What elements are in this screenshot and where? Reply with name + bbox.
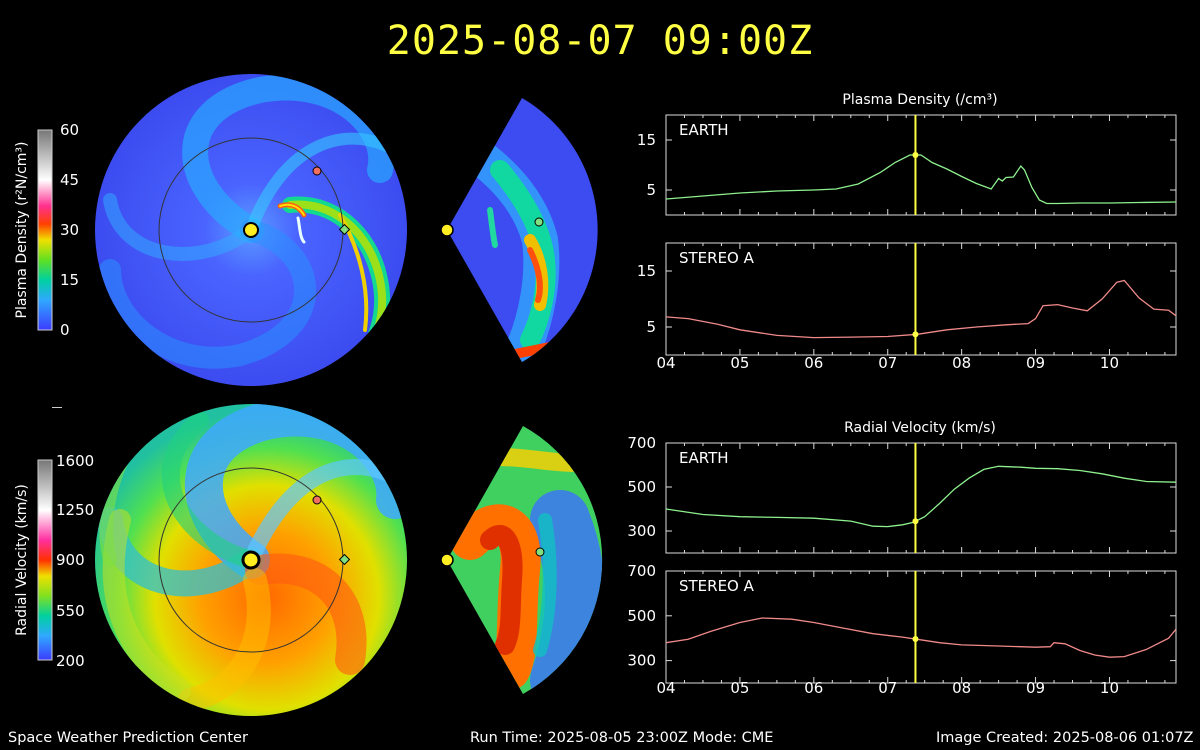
- panel-label: EARTH: [679, 121, 729, 139]
- colorbar-tick: 45: [60, 171, 79, 189]
- velocity-colorbar-label: Radial Velocity (km/s): [14, 484, 30, 636]
- chart-title: Radial Velocity (km/s): [844, 420, 996, 436]
- colorbar-tick: 1600: [56, 452, 94, 470]
- current-time-marker: [912, 518, 919, 525]
- panel-frame: [665, 570, 1177, 684]
- y-tick-label: 5: [646, 318, 656, 336]
- panel-frame: [665, 442, 1177, 554]
- series-line-earth: [665, 465, 1177, 528]
- current-time-marker: [912, 636, 919, 643]
- colorbar-tick: 550: [56, 602, 85, 620]
- y-tick-label: 5: [646, 181, 656, 199]
- x-axis-ticks: 04 05 06 07 08 09 10: [656, 354, 1119, 372]
- x-tick-label: 10: [1100, 354, 1119, 372]
- panel-frame: [665, 242, 1177, 356]
- density-timeseries-chart: Plasma Density (/cm³) 5 15 EARTH 5 15 STEREO…: [637, 92, 1177, 372]
- current-time-marker: [912, 331, 919, 338]
- colorbar-tick: 15: [60, 271, 79, 289]
- forecast-timestamp-title: 2025-08-07 09:00Z: [386, 18, 814, 64]
- x-axis-ticks: 04 05 06 07 08 09 10: [656, 679, 1119, 697]
- series-line-stereo-a: [665, 617, 1177, 658]
- y-tick-label: 15: [637, 131, 656, 149]
- sun-marker: [241, 550, 261, 570]
- footer-image-created: Image Created: 2025-08-06 01:07Z: [936, 730, 1194, 746]
- velocity-colorbar-ticks: 1600 1250 900 550 200: [56, 452, 94, 670]
- footer-organization: Space Weather Prediction Center: [8, 730, 248, 746]
- chart-panel-earth: 5 15 EARTH: [637, 114, 1177, 216]
- panel-label: STEREO A: [679, 249, 755, 267]
- velocity-ecliptic-map: [95, 404, 407, 716]
- colorbar-tick: 0: [60, 321, 70, 339]
- y-tick-label: 700: [627, 562, 656, 580]
- velocity-timeseries-chart: Radial Velocity (km/s) 300 500 700 EARTH 30…: [627, 420, 1177, 697]
- colorbar-tick: 900: [56, 551, 85, 569]
- colorbar-tick: 200: [56, 652, 85, 670]
- colorbar-tick: 60: [60, 121, 79, 139]
- x-tick-label: 05: [730, 354, 749, 372]
- density-colorbar-label: Plasma Density (r²N/cm³): [14, 142, 30, 319]
- y-tick-label: 500: [627, 478, 656, 496]
- current-time-marker: [912, 152, 919, 158]
- x-tick-label: 04: [656, 354, 675, 372]
- y-tick-label: 300: [627, 652, 656, 670]
- y-tick-label: 700: [627, 434, 656, 452]
- earth-marker: [338, 553, 351, 566]
- panel-label: STEREO A: [679, 577, 755, 595]
- x-tick-label: 08: [952, 679, 971, 697]
- x-tick-label: 07: [878, 679, 897, 697]
- velocity-colorbar: 1600 1250 900 550 200 Radial Velocity (k…: [14, 452, 94, 670]
- colorbar-tick: 1250: [56, 501, 94, 519]
- x-tick-label: 07: [878, 354, 897, 372]
- x-tick-label: 08: [952, 354, 971, 372]
- density-colorbar-ticks: 60 45 30 15 0: [60, 121, 79, 339]
- stereo-a-marker: [312, 166, 322, 176]
- y-tick-label: 300: [627, 522, 656, 540]
- series-line-stereo-a: [665, 279, 1177, 339]
- panel-label: EARTH: [679, 449, 729, 467]
- velocity-colorbar-gradient: [37, 459, 53, 661]
- density-colorbar-gradient: [37, 129, 53, 331]
- sun-marker: [440, 223, 454, 237]
- earth-marker: [534, 217, 544, 227]
- y-tick-label: 500: [627, 607, 656, 625]
- x-tick-label: 06: [804, 354, 823, 372]
- chart-panel-earth: 300 500 700 EARTH: [627, 434, 1177, 554]
- chart-panel-stereo-a: 5 15 STEREO A: [637, 242, 1177, 356]
- chart-title: Plasma Density (/cm³): [842, 92, 997, 108]
- panel-frame: [665, 114, 1177, 216]
- x-tick-label: 05: [730, 679, 749, 697]
- x-tick-label: 10: [1100, 679, 1119, 697]
- footer-run-time: Run Time: 2025-08-05 23:00Z Mode: CME: [470, 730, 774, 746]
- x-tick-label: 04: [656, 679, 675, 697]
- x-tick-label: 06: [804, 679, 823, 697]
- y-tick-label: 15: [637, 262, 656, 280]
- x-tick-label: 09: [1026, 679, 1045, 697]
- sun-marker: [440, 553, 454, 567]
- density-colorbar: 60 45 30 15 0 Plasma Density (r²N/cm³): [14, 121, 79, 339]
- stereo-a-marker: [312, 495, 322, 505]
- chart-panel-stereo-a: 300 500 700 STEREO A: [627, 562, 1177, 684]
- velocity-meridional-wedge: [440, 426, 603, 694]
- density-meridional-wedge: [440, 98, 598, 362]
- earth-marker: [535, 547, 545, 557]
- x-tick-label: 09: [1026, 354, 1045, 372]
- earth-marker: [338, 223, 351, 236]
- colorbar-tick: 30: [60, 221, 79, 239]
- sun-marker: [243, 222, 259, 238]
- density-ecliptic-map: [95, 74, 407, 386]
- series-line-earth: [665, 154, 1177, 205]
- divider-tick: [52, 407, 62, 408]
